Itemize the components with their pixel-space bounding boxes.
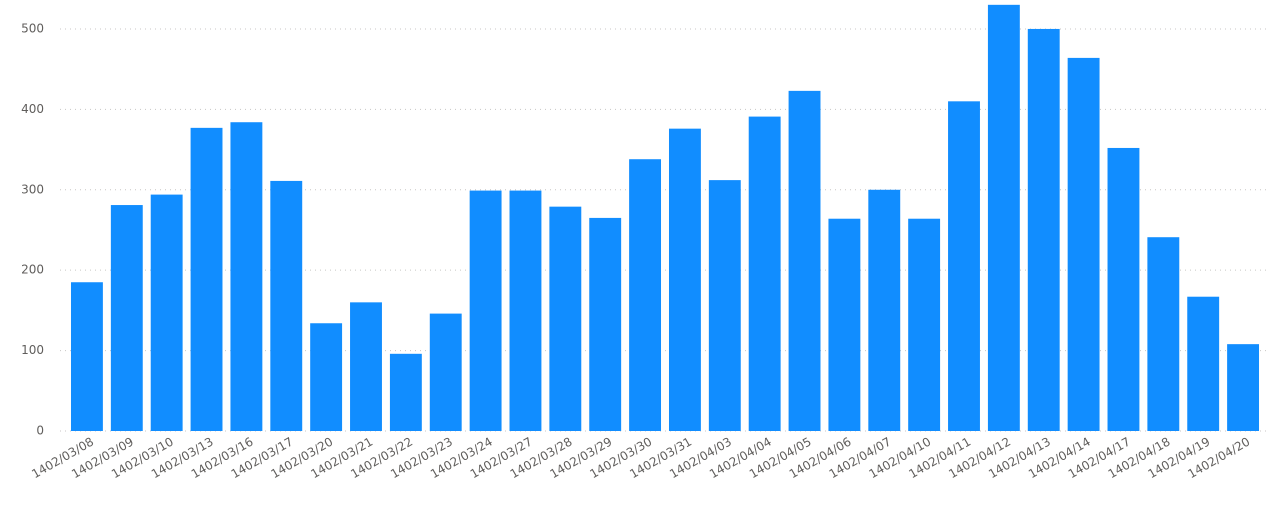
bar — [350, 302, 382, 431]
y-tick-label: 0 — [36, 424, 44, 438]
bar — [948, 101, 980, 431]
bar — [270, 180, 303, 431]
bar — [70, 282, 103, 431]
bar — [708, 180, 741, 431]
bar — [230, 122, 263, 431]
bar — [908, 218, 941, 431]
bar — [549, 206, 582, 431]
bar — [828, 218, 861, 431]
bar — [389, 353, 422, 431]
bar — [748, 116, 781, 431]
bar — [987, 4, 1020, 432]
bar — [150, 194, 183, 431]
bar — [1227, 344, 1260, 431]
bar — [110, 205, 143, 431]
bar — [1187, 296, 1220, 431]
y-tick-label: 100 — [21, 343, 44, 357]
bar — [629, 159, 662, 431]
bar — [190, 127, 223, 432]
y-tick-label: 300 — [21, 182, 44, 196]
bar — [788, 90, 821, 432]
bar — [1067, 57, 1100, 432]
bar — [589, 217, 622, 431]
bar — [668, 128, 701, 431]
y-tick-label: 200 — [21, 263, 44, 277]
bar — [469, 190, 502, 431]
bar — [509, 190, 542, 431]
y-tick-label: 500 — [21, 21, 44, 35]
bar — [429, 313, 462, 431]
bar — [1107, 147, 1140, 431]
bar — [1027, 28, 1060, 432]
bar — [1147, 237, 1180, 431]
y-tick-label: 400 — [21, 102, 44, 116]
bar — [868, 189, 901, 431]
bar — [310, 323, 343, 431]
